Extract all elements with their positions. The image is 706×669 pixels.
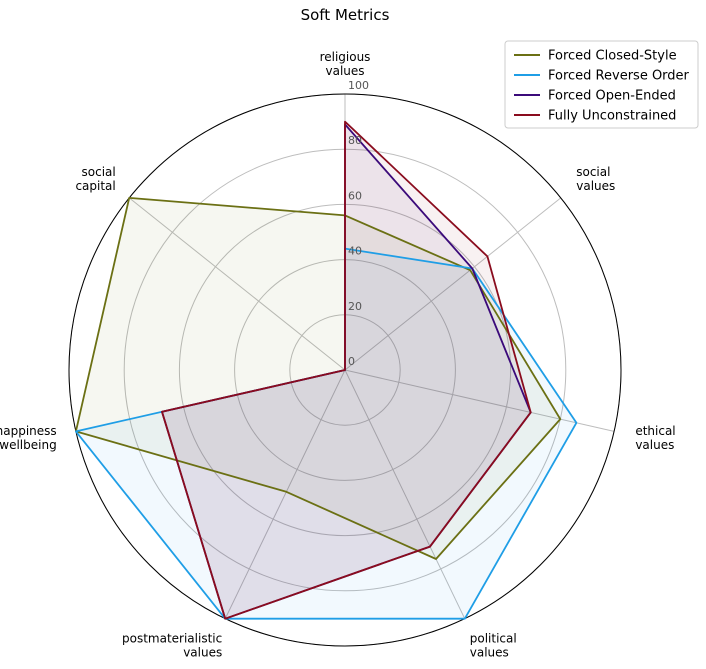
series-fill-0 [75,197,561,559]
series-line-0 [75,196,562,560]
legend-label: Forced Open-Ended [548,89,676,104]
spoke-line [224,369,346,619]
outer-frame [68,93,622,647]
category-label: ethical [635,424,675,438]
category-labels: religiousvaluessocialvaluesethicalvalues… [0,50,676,660]
category-label: postmaterialistic [122,632,222,646]
category-label: political [470,632,517,646]
category-label: values [325,64,364,78]
r-tick-label: 0 [348,355,355,368]
series-line-3 [161,120,532,620]
legend-label: Fully Unconstrained [548,109,676,124]
spoke-line [344,369,466,619]
category-label: social [576,165,610,179]
r-tick-label: 60 [348,189,362,202]
r-tick-label: 100 [348,79,369,92]
category-label: capital [75,179,115,193]
category-label: values [635,438,674,452]
category-label: religious [320,50,371,64]
legend: Forced Closed-Style Forced Reverse Order F… [504,40,699,129]
legend-box [504,40,699,129]
legend-label: Forced Reverse Order [548,69,690,84]
r-tick-label: 80 [348,134,362,147]
series-fill-2 [162,124,531,619]
series-layer [75,120,578,620]
series-fill-1 [75,248,577,619]
category-label: values [576,179,615,193]
r-tick-label: 20 [348,300,362,313]
spoke-line [128,197,346,371]
spoke-line [344,369,615,432]
category-label: values [183,646,222,660]
spoke-line [344,197,562,371]
category-label: values [470,646,509,660]
legend-label: Forced Closed-Style [548,49,677,64]
category-label: happiness [0,424,57,438]
category-label: & wellbeing [0,438,57,452]
chart-title: Soft Metrics [301,6,390,24]
series-fill-3 [162,121,531,619]
r-tick-label: 40 [348,245,362,258]
category-label: social [82,165,116,179]
radial-tick-labels: 0 20 40 60 80 100 [348,79,369,368]
